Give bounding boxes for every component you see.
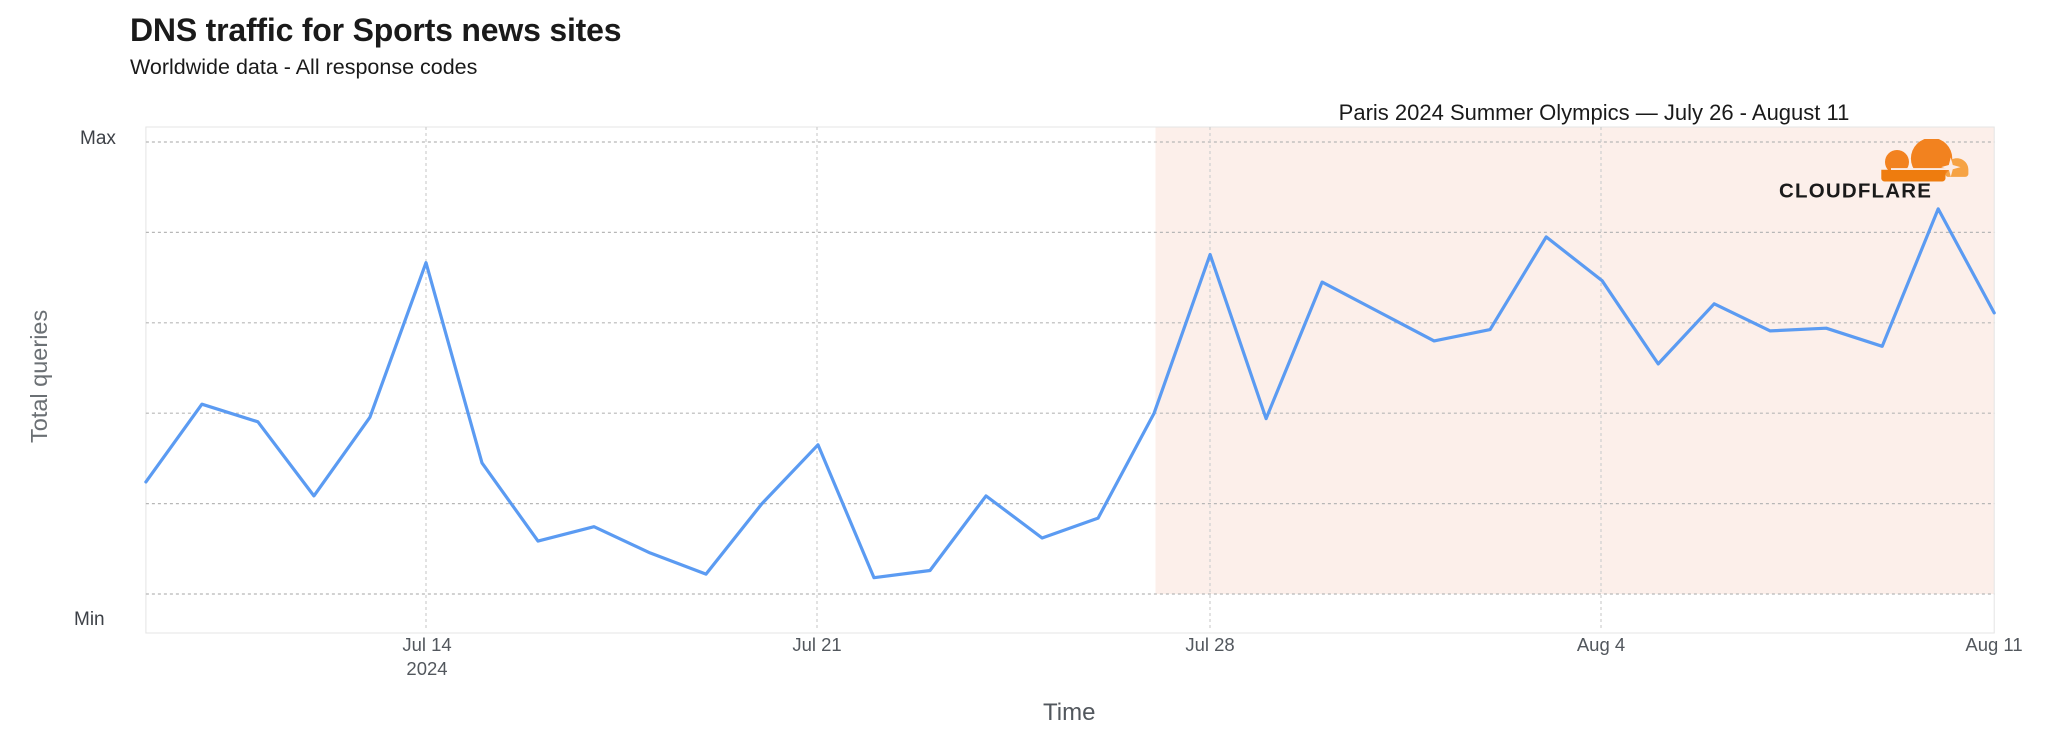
svg-text:CLOUDFLARE: CLOUDFLARE bbox=[1779, 179, 1932, 202]
